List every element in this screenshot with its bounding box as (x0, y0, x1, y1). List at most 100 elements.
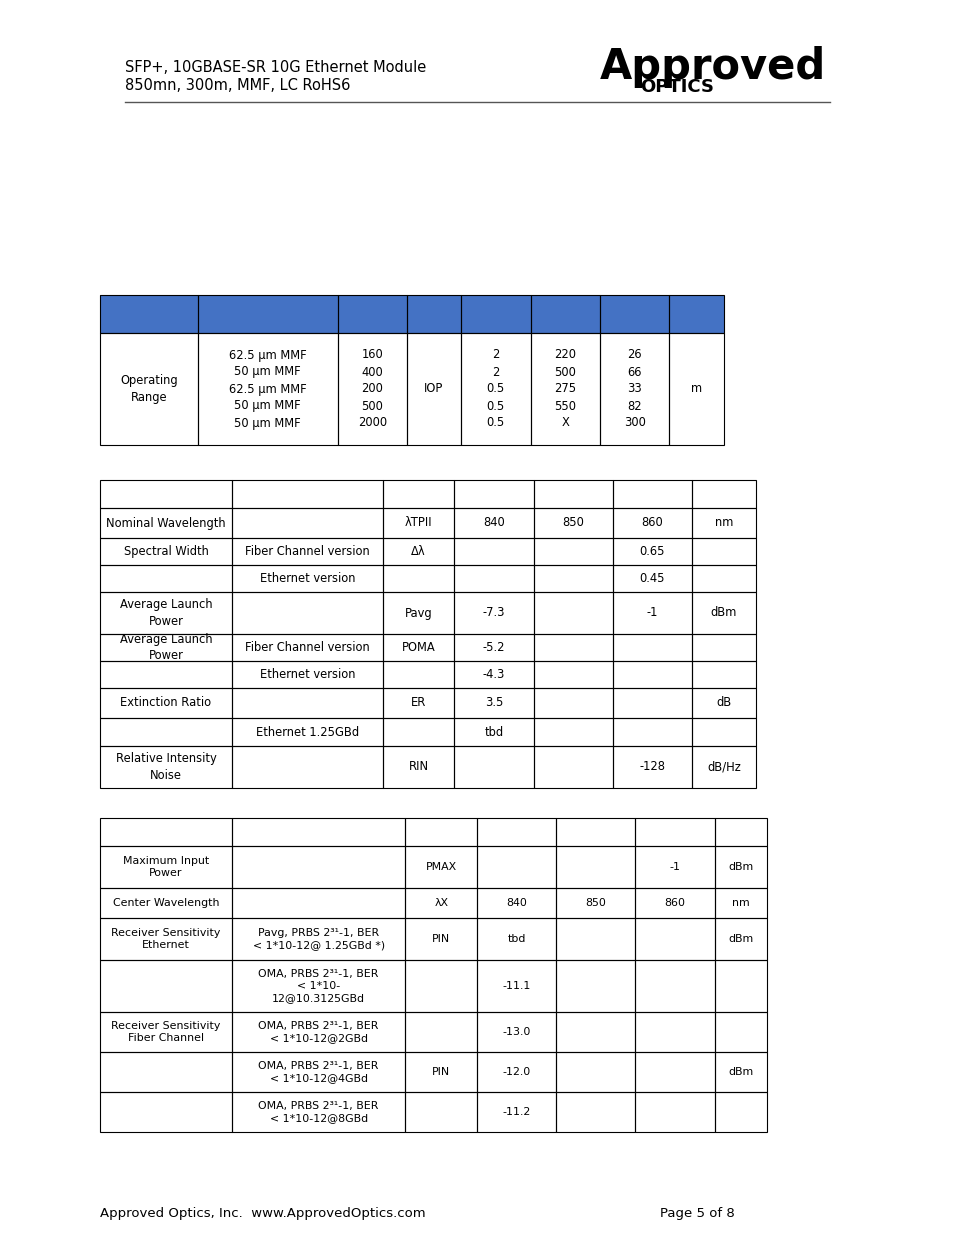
Text: -1: -1 (669, 862, 679, 872)
Bar (382, 592, 454, 634)
Text: Δλ: Δλ (411, 545, 425, 558)
Bar (100, 508, 232, 538)
Text: 3.5: 3.5 (484, 697, 502, 709)
Text: POMA: POMA (401, 641, 435, 655)
Bar (533, 508, 612, 538)
Bar (382, 661, 454, 688)
Text: OMA, PRBS 2³¹-1, BER
< 1*10-12@8GBd: OMA, PRBS 2³¹-1, BER < 1*10-12@8GBd (258, 1100, 378, 1123)
Text: Fiber Channel version: Fiber Channel version (245, 545, 370, 558)
Bar (232, 564, 382, 592)
Bar (669, 333, 722, 445)
Bar (405, 1052, 476, 1092)
Text: -12.0: -12.0 (502, 1067, 530, 1077)
Bar (337, 295, 406, 333)
Bar (454, 592, 533, 634)
Bar (691, 480, 755, 508)
Text: Pavg, PRBS 2³¹-1, BER
< 1*10-12@ 1.25GBd *): Pavg, PRBS 2³¹-1, BER < 1*10-12@ 1.25GBd… (253, 927, 384, 950)
Bar (100, 846, 232, 888)
Text: λTPII: λTPII (404, 516, 432, 530)
Bar (635, 818, 714, 846)
Bar (100, 888, 232, 918)
Text: Pavg: Pavg (404, 606, 432, 620)
Bar (405, 960, 476, 1011)
Bar (382, 746, 454, 788)
Bar (556, 1092, 635, 1132)
Bar (232, 1052, 405, 1092)
Bar (198, 295, 337, 333)
Bar (612, 480, 691, 508)
Text: 26
66
33
82
300: 26 66 33 82 300 (623, 348, 645, 430)
Bar (406, 295, 460, 333)
Bar (382, 634, 454, 661)
Text: RIN: RIN (408, 761, 428, 773)
Bar (405, 888, 476, 918)
Bar (406, 333, 460, 445)
Text: Ethernet version: Ethernet version (259, 572, 355, 585)
Bar (556, 888, 635, 918)
Bar (612, 634, 691, 661)
Text: -11.2: -11.2 (502, 1107, 530, 1116)
Bar (612, 661, 691, 688)
Bar (530, 333, 599, 445)
Text: IOP: IOP (424, 383, 443, 395)
Bar (232, 1011, 405, 1052)
Bar (454, 508, 533, 538)
Text: Average Launch
Power: Average Launch Power (119, 598, 213, 627)
Bar (635, 1092, 714, 1132)
Bar (599, 333, 669, 445)
Text: PIN: PIN (432, 1067, 450, 1077)
Bar (198, 333, 337, 445)
Bar (232, 634, 382, 661)
Bar (232, 688, 382, 718)
Text: tbd: tbd (507, 934, 525, 944)
Text: nm: nm (714, 516, 732, 530)
Text: dBm: dBm (727, 862, 753, 872)
Bar (232, 918, 405, 960)
Bar (232, 661, 382, 688)
Bar (232, 746, 382, 788)
Bar (599, 295, 669, 333)
Text: 840: 840 (482, 516, 504, 530)
Bar (691, 718, 755, 746)
Bar (405, 818, 476, 846)
Bar (533, 746, 612, 788)
Bar (533, 661, 612, 688)
Bar (100, 333, 198, 445)
Bar (100, 746, 232, 788)
Text: λX: λX (434, 898, 448, 908)
Bar (635, 960, 714, 1011)
Bar (100, 634, 232, 661)
Text: Operating
Range: Operating Range (120, 374, 177, 404)
Bar (691, 746, 755, 788)
Bar (714, 888, 766, 918)
Text: Receiver Sensitivity
Fiber Channel: Receiver Sensitivity Fiber Channel (112, 1021, 220, 1044)
Bar (476, 846, 556, 888)
Bar (476, 1011, 556, 1052)
Bar (382, 564, 454, 592)
Bar (382, 688, 454, 718)
Bar (691, 661, 755, 688)
Bar (476, 1052, 556, 1092)
Bar (232, 508, 382, 538)
Bar (612, 538, 691, 564)
Bar (454, 538, 533, 564)
Text: 220
500
275
550
X: 220 500 275 550 X (554, 348, 576, 430)
Bar (669, 295, 722, 333)
Bar (533, 634, 612, 661)
Text: Maximum Input
Power: Maximum Input Power (123, 856, 209, 878)
Bar (100, 480, 232, 508)
Text: -5.2: -5.2 (482, 641, 505, 655)
Bar (232, 538, 382, 564)
Bar (691, 564, 755, 592)
Bar (691, 538, 755, 564)
Bar (556, 1052, 635, 1092)
Bar (533, 564, 612, 592)
Text: Approved Optics, Inc.  www.ApprovedOptics.com: Approved Optics, Inc. www.ApprovedOptics… (100, 1207, 425, 1219)
Text: PIN: PIN (432, 934, 450, 944)
Bar (454, 746, 533, 788)
Bar (100, 960, 232, 1011)
Bar (533, 592, 612, 634)
Bar (612, 688, 691, 718)
Bar (476, 888, 556, 918)
Text: ER: ER (411, 697, 426, 709)
